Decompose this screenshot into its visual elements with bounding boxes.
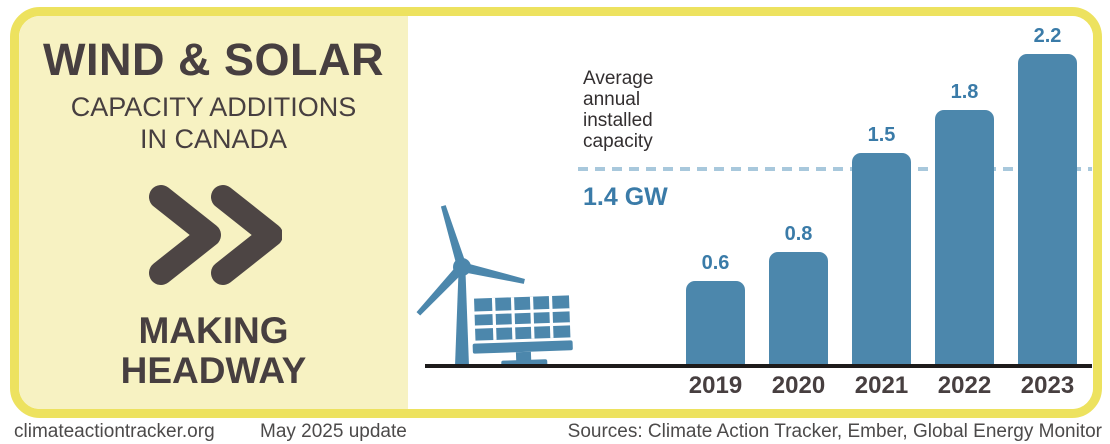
- solar-panel-icon: [472, 295, 573, 367]
- wind-turbine-icon: [416, 205, 525, 366]
- bar-2020: [769, 252, 828, 366]
- x-axis-tick-label: 2022: [937, 372, 992, 399]
- bar-value-label: 1.5: [867, 124, 896, 146]
- x-axis-tick-label: 2021: [854, 372, 909, 399]
- page-subtitle: CAPACITY ADDITIONS IN CANADA: [19, 92, 408, 155]
- bar-2021: [852, 153, 911, 366]
- x-axis-line: [425, 364, 1092, 368]
- x-axis-tick-label: 2023: [1020, 372, 1075, 399]
- reference-line-label: Average annual installed capacity: [583, 68, 654, 152]
- bar-2019: [686, 281, 745, 366]
- tagline-line-2: HEADWAY: [120, 349, 307, 391]
- source-url: climateactiontracker.org: [14, 421, 215, 442]
- renewables-illustration: [416, 205, 573, 367]
- reference-line-value: 1.4 GW: [583, 183, 668, 211]
- chart-panel: Average annual installed capacity 1.4 GW…: [408, 16, 1093, 409]
- bar-2023: [1018, 54, 1077, 366]
- bar-value-label: 1.8: [950, 81, 979, 103]
- tagline: MAKING HEADWAY: [19, 309, 408, 391]
- x-axis-tick-label: 2020: [771, 372, 826, 399]
- x-axis-tick-label: 2019: [688, 372, 743, 399]
- bar-value-label: 0.6: [701, 252, 730, 274]
- subtitle-line-1: CAPACITY ADDITIONS: [70, 92, 357, 123]
- bar-value-label: 2.2: [1033, 25, 1062, 47]
- update-date: May 2025 update: [260, 421, 407, 442]
- double-chevron-right-icon: [148, 184, 282, 285]
- bar-2022: [935, 110, 994, 366]
- tagline-line-1: MAKING: [138, 309, 289, 351]
- subtitle-line-2: IN CANADA: [139, 123, 288, 154]
- data-sources: Sources: Climate Action Tracker, Ember, …: [567, 421, 1102, 442]
- title-panel: WIND & SOLAR CAPACITY ADDITIONS IN CANAD…: [19, 16, 408, 409]
- average-reference-line: [578, 167, 1092, 171]
- bar-value-label: 0.8: [784, 223, 813, 245]
- page-title: WIND & SOLAR: [43, 34, 384, 85]
- infographic-frame: WIND & SOLAR CAPACITY ADDITIONS IN CANAD…: [10, 7, 1102, 418]
